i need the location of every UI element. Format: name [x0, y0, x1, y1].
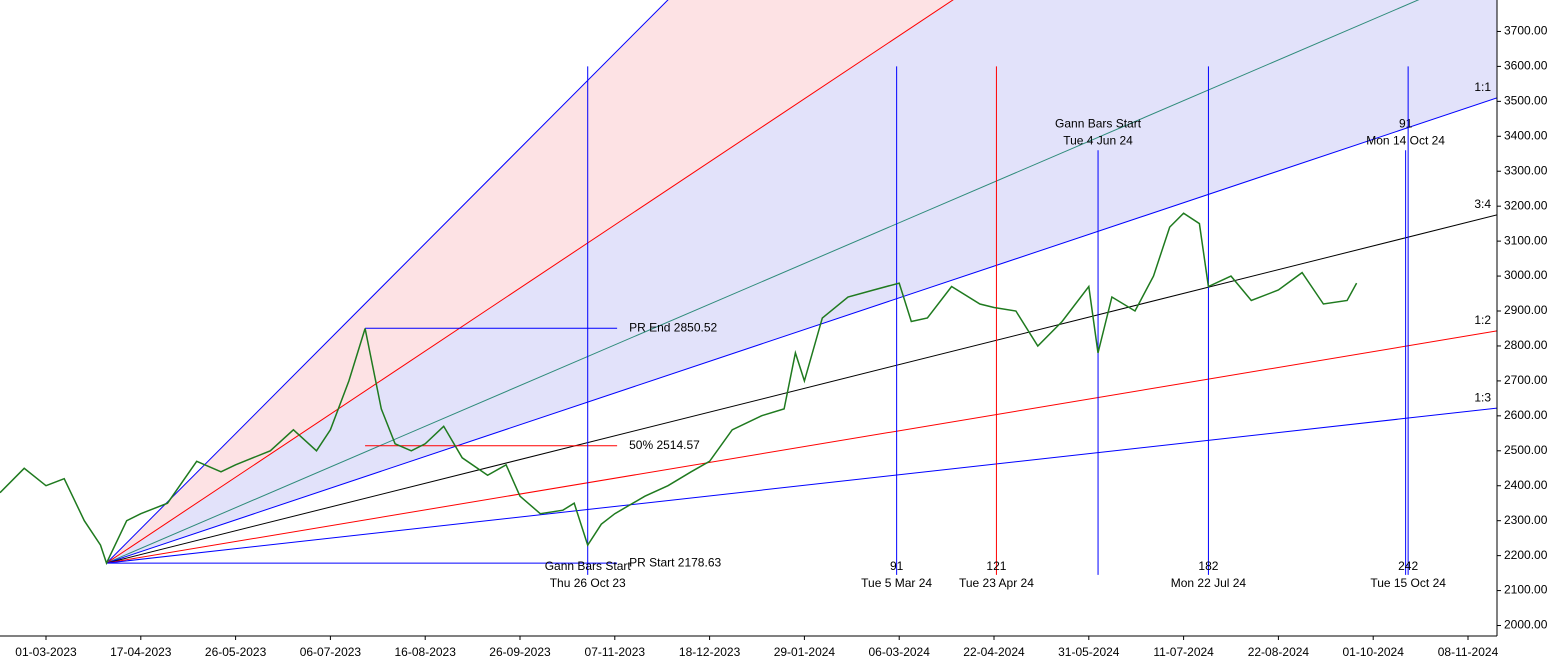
x-tick-label: 06-07-2023 [300, 645, 362, 659]
y-tick-label: 2000.00 [1504, 618, 1548, 632]
x-tick-label: 18-12-2023 [679, 645, 741, 659]
y-tick-label: 2400.00 [1504, 478, 1548, 492]
gann-bar-label: Gann Bars Start [1055, 116, 1142, 130]
y-tick-label: 2900.00 [1504, 303, 1548, 317]
price-line [0, 212, 1358, 566]
fan-line [106, 330, 1497, 564]
x-tick-label: 06-03-2024 [869, 645, 931, 659]
level-label: PR Start 2178.63 [629, 555, 721, 569]
fan-label: 3:4 [1474, 197, 1491, 211]
y-tick-label: 3100.00 [1504, 233, 1548, 247]
level-label: PR End 2850.52 [629, 320, 717, 334]
gann-bar-label: Tue 5 Mar 24 [861, 576, 932, 590]
gann-bar-label: 121 [986, 559, 1006, 573]
x-tick-label: 22-04-2024 [963, 645, 1025, 659]
level-label: 50% 2514.57 [629, 438, 700, 452]
y-tick-label: 3300.00 [1504, 163, 1548, 177]
x-tick-label: 16-08-2023 [395, 645, 457, 659]
x-tick-label: 29-01-2024 [774, 645, 836, 659]
fan-label: 1:3 [1474, 390, 1491, 404]
gann-bar-label: 91 [890, 559, 904, 573]
x-tick-label: 31-05-2024 [1058, 645, 1120, 659]
fan-line [106, 0, 669, 564]
x-tick-label: 08-11-2024 [1438, 645, 1499, 659]
x-tick-label: 11-07-2024 [1153, 645, 1214, 659]
gann-bar-label: 242 [1398, 559, 1418, 573]
plot-area: 1:1 3:4 1:2 1:3 PR End 2850.52 50% 2514.57 PR … [0, 0, 1497, 590]
fan-line [106, 214, 1497, 564]
y-tick-label: 2600.00 [1504, 408, 1548, 422]
y-tick-label: 3400.00 [1504, 128, 1548, 142]
y-tick-label: 2100.00 [1504, 583, 1548, 597]
y-tick-label: 3200.00 [1504, 198, 1548, 212]
x-tick-label: 01-03-2023 [15, 645, 77, 659]
gann-bar-label: Mon 14 Oct 24 [1366, 133, 1445, 147]
fan-line [106, 97, 1497, 564]
y-tick-label: 3600.00 [1504, 59, 1548, 73]
y-tick-label: 2700.00 [1504, 373, 1548, 387]
gann-bar-label: Tue 15 Oct 24 [1370, 576, 1446, 590]
fan-line [106, 407, 1497, 564]
gann-bar-label: Tue 23 Apr 24 [959, 576, 1034, 590]
x-tick-label: 26-09-2023 [489, 645, 551, 659]
gann-bar-label: 91 [1399, 116, 1413, 130]
gann-bar-label: Gann Bars Start [545, 559, 632, 573]
y-tick-label: 3700.00 [1504, 24, 1548, 38]
fan-fill [106, 0, 1497, 564]
x-tick-label: 26-05-2023 [205, 645, 267, 659]
x-tick-label: 17-04-2023 [110, 645, 172, 659]
y-tick-label: 2200.00 [1504, 548, 1548, 562]
x-tick-label: 07-11-2023 [585, 645, 646, 659]
y-tick-label: 2500.00 [1504, 443, 1548, 457]
y-tick-label: 2800.00 [1504, 338, 1548, 352]
y-tick-label: 3000.00 [1504, 268, 1548, 282]
gann-bar-label: 182 [1198, 559, 1218, 573]
gann-bar-label: Mon 22 Jul 24 [1171, 576, 1247, 590]
y-tick-label: 3500.00 [1504, 94, 1548, 108]
axes: 2000.00 2100.00 2200.00 2300.00 2400.00 2500.… [15, 24, 1547, 660]
x-tick-label: 22-08-2024 [1248, 645, 1310, 659]
gann-bar-label: Tue 4 Jun 24 [1063, 133, 1133, 147]
fan-label: 1:2 [1474, 313, 1491, 327]
x-tick-label: 01-10-2024 [1343, 645, 1405, 659]
y-tick-label: 2300.00 [1504, 513, 1548, 527]
fan-label: 1:1 [1474, 80, 1491, 94]
gann-bar-label: Thu 26 Oct 23 [550, 576, 626, 590]
fan-line [106, 0, 1420, 564]
